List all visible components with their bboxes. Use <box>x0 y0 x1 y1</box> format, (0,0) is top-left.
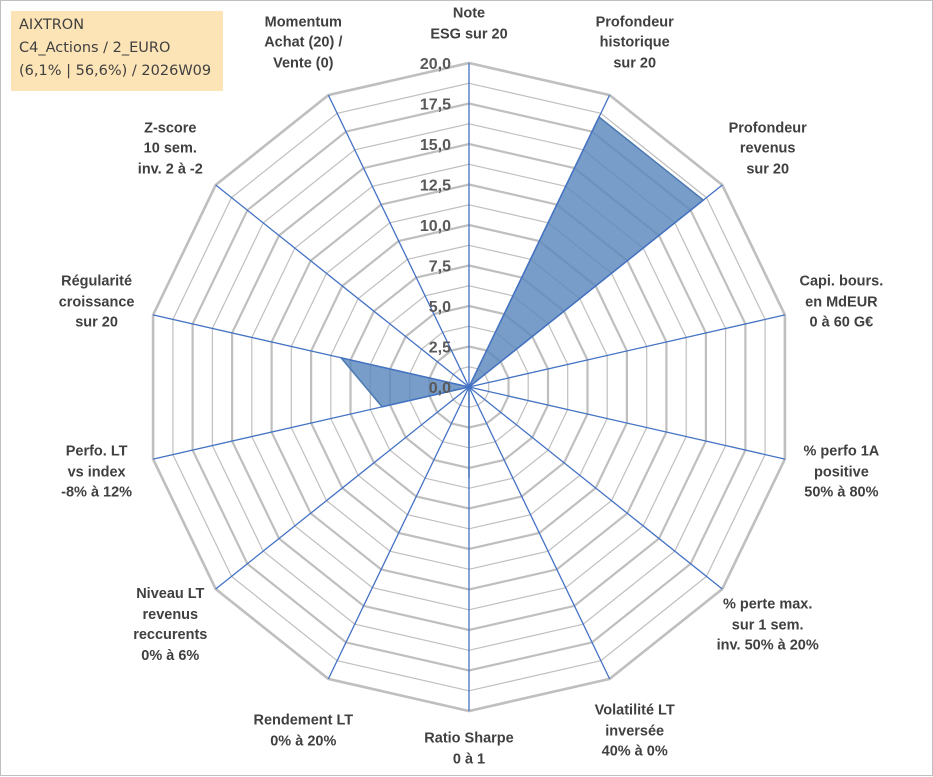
axis-label-line: 50% à 80% <box>804 484 879 501</box>
axis-spoke <box>215 386 470 590</box>
axis-label: Capi. bours. en MdEUR 0 à 60 G€ <box>799 271 883 333</box>
axis-label: Momentum Achat (20) / Vente (0) <box>264 12 342 74</box>
axis-label-line: historique <box>599 34 670 51</box>
tick-label: 5,0 <box>429 299 451 316</box>
info-line-company: AIXTRON <box>19 17 85 33</box>
axis-label-line: 10 sem. <box>143 140 197 157</box>
axis-label: Z-score 10 sem. inv. 2 à -2 <box>138 118 203 180</box>
info-box: AIXTRON C4_Actions / 2_EURO (6,1% | 56,6… <box>11 11 223 91</box>
axis-label-line: positive <box>813 463 869 480</box>
axis-label-line: reccurents <box>133 627 208 644</box>
axis-label: Ratio Sharpe 0 à 1 <box>424 729 513 770</box>
axis-label-line: inversée <box>605 722 665 739</box>
axis-spoke <box>468 386 786 460</box>
axis-label-line: vs index <box>67 463 126 480</box>
tick-label: 17,5 <box>420 97 451 114</box>
axis-spoke <box>327 386 470 680</box>
axis-label-line: 0 à 1 <box>452 751 486 767</box>
axis-label-line: 0 à 60 G€ <box>809 314 874 331</box>
axis-label-line: 40% à 0% <box>601 743 668 760</box>
axis-label: Profondeur historique sur 20 <box>596 12 674 74</box>
axis-label-line: Vente (0) <box>273 55 334 72</box>
axis-label-line: Profondeur <box>728 120 807 137</box>
axis-label-line: inv. 2 à -2 <box>137 161 203 178</box>
axis-label-line: -8% à 12% <box>61 484 133 501</box>
axis-spoke <box>468 184 723 388</box>
axis-label-line: Note <box>452 5 486 22</box>
axis-label-line: Ratio Sharpe <box>424 730 514 747</box>
axis-label-line: Niveau LT <box>136 586 205 603</box>
axis-spoke <box>152 386 470 460</box>
axis-label-line: Capi. bours. <box>799 273 884 290</box>
axis-label: Profondeur revenus sur 20 <box>729 118 807 180</box>
axis-label-line: revenus <box>739 140 796 157</box>
tick-label: 10,0 <box>420 218 451 235</box>
axis-label-line: Régularité <box>61 273 133 290</box>
axis-spoke <box>468 94 611 388</box>
axis-spoke <box>152 314 470 388</box>
tick-label-layer: 0,0 2,5 5,0 7,5 10,0 12,5 15,0 17,5 20,0 <box>420 56 451 397</box>
axis-label-line: sur 1 sem. <box>731 616 804 633</box>
axis-label-line: Profondeur <box>595 14 674 31</box>
axis-spoke <box>468 314 786 388</box>
axis-label-line: sur 20 <box>746 161 790 178</box>
series-area <box>339 115 705 478</box>
axis-label-line: 0% à 6% <box>141 647 200 664</box>
info-line-period: (6,1% | 56,6%) / 2026W09 <box>19 63 212 79</box>
axis-label: Volatilité LT inversée 40% à 0% <box>595 700 675 762</box>
axis-label: Régularité croissance sur 20 <box>59 271 135 333</box>
axis-label-line: Perfo. LT <box>65 443 128 460</box>
tick-label: 20,0 <box>420 56 451 73</box>
axis-label-line: % perfo 1A <box>803 443 880 460</box>
spoke-layer <box>152 63 786 711</box>
info-line-category: C4_Actions / 2_EURO <box>19 40 171 56</box>
tick-label: 12,5 <box>420 178 451 195</box>
axis-label-line: Volatilité LT <box>594 702 675 719</box>
tick-label: 7,5 <box>429 259 451 276</box>
axis-label-line: Rendement LT <box>253 712 354 729</box>
axis-spoke <box>215 184 470 388</box>
tick-label: 2,5 <box>429 340 451 357</box>
axis-label: Note ESG sur 20 <box>430 4 507 45</box>
axis-label-line: sur 20 <box>613 55 657 72</box>
axis-spoke <box>468 386 611 680</box>
axis-label-line: en MdEUR <box>805 293 878 310</box>
axis-label-line: Momentum <box>264 14 342 31</box>
axis-label-line: 0% à 20% <box>270 733 337 750</box>
axis-spoke <box>468 386 723 590</box>
tick-label: 0,0 <box>429 380 451 397</box>
axis-label-line: croissance <box>58 293 135 310</box>
series-layer <box>339 115 705 478</box>
axis-label-line: % perte max. <box>722 596 813 613</box>
axis-label-line: inv. 50% à 20% <box>716 637 819 654</box>
axis-label: Perfo. LT vs index -8% à 12% <box>61 441 132 503</box>
axis-label-line: ESG sur 20 <box>430 26 508 42</box>
axis-label-line: revenus <box>142 606 199 623</box>
axis-label-line: Z-score <box>144 120 197 137</box>
tick-label: 15,0 <box>420 137 451 154</box>
axis-spoke <box>327 94 470 388</box>
axis-label: Rendement LT 0% à 20% <box>253 711 353 752</box>
axis-label: % perte max. sur 1 sem. inv. 50% à 20% <box>717 594 819 656</box>
axis-label-line: Achat (20) / <box>264 34 343 51</box>
axis-label: % perfo 1A positive 50% à 80% <box>804 441 880 503</box>
axis-label: Niveau LT revenus reccurents 0% à 6% <box>133 584 207 666</box>
axis-label-line: sur 20 <box>75 314 118 331</box>
